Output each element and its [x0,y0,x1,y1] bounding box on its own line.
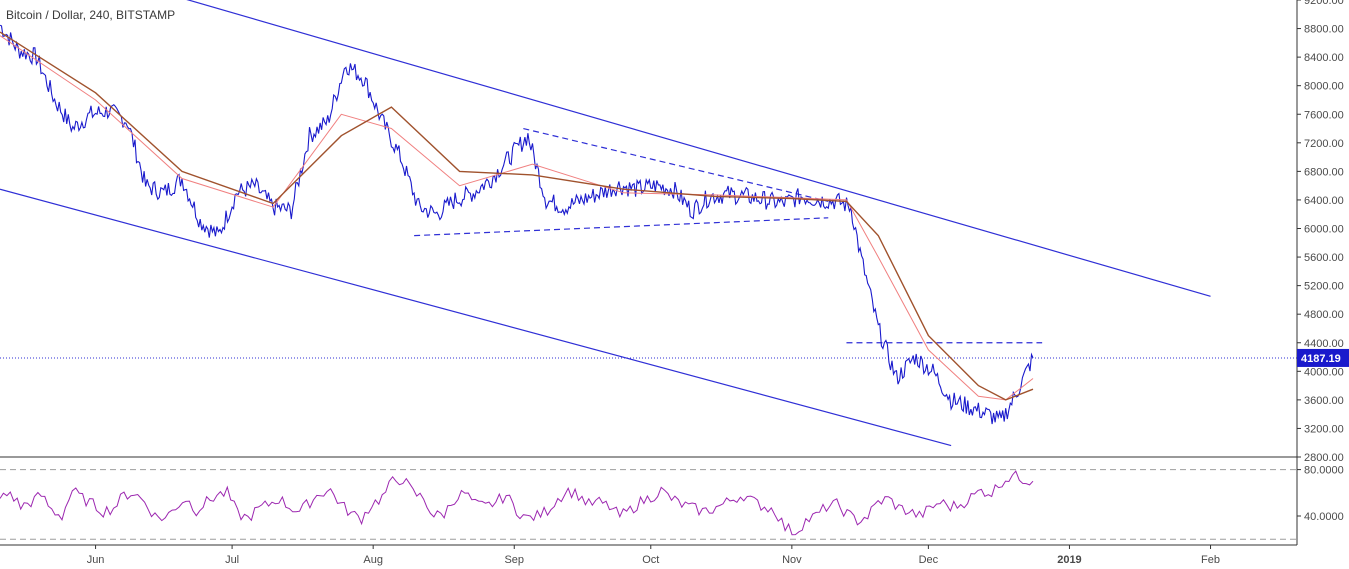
y-tick-label: 4800.00 [1304,309,1344,321]
y-tick-label: 6800.00 [1304,166,1344,178]
last-price-badge [1297,348,1349,367]
x-tick-label: Jul [225,554,239,566]
y-tick-label: 8000.00 [1304,81,1344,93]
chart-title: Bitcoin / Dollar, 240, BITSTAMP [6,8,175,22]
rsi-pane [0,469,1297,540]
y-tick-label: 6000.00 [1304,224,1344,236]
x-tick-label: Oct [642,554,659,566]
fast-average-line [0,35,1034,401]
y-tick-label: 9200.00 [1304,0,1344,7]
slow-average-line [0,31,1034,401]
y-tick-label: 5600.00 [1304,252,1344,264]
x-tick-label: 2019 [1057,554,1081,566]
y-tick-label: 8400.00 [1304,52,1344,64]
channel-trendline [0,188,952,447]
rsi-series-line [0,470,1034,536]
y-tick-label: 6400.00 [1304,195,1344,207]
y-tick-label: 5200.00 [1304,281,1344,293]
x-tick-label: Aug [363,554,383,566]
rsi-tick-label: 40.0000 [1304,511,1344,523]
y-tick-label: 7200.00 [1304,138,1344,150]
rsi-tick-label: 80.0000 [1304,465,1344,477]
x-tick-label: Jun [87,554,105,566]
x-tick-label: Feb [1201,554,1220,566]
y-tick-label: 3200.00 [1304,423,1344,435]
y-tick-label: 7600.00 [1304,109,1344,121]
x-tick-label: Dec [919,554,939,566]
last-price-label: 4187.19 [1301,353,1341,365]
y-tick-label: 4000.00 [1304,366,1344,378]
x-tick-label: Sep [504,554,524,566]
dashed-trendline [414,217,829,237]
channel-trendline [186,0,1211,297]
price-pane [0,0,1297,447]
y-tick-label: 8800.00 [1304,24,1344,36]
y-tick-label: 4400.00 [1304,338,1344,350]
price-series-line [0,24,1034,425]
y-tick-label: 2800.00 [1304,452,1344,464]
dashed-trendline [523,127,829,202]
x-tick-label: Nov [782,554,802,566]
y-tick-label: 3600.00 [1304,395,1344,407]
